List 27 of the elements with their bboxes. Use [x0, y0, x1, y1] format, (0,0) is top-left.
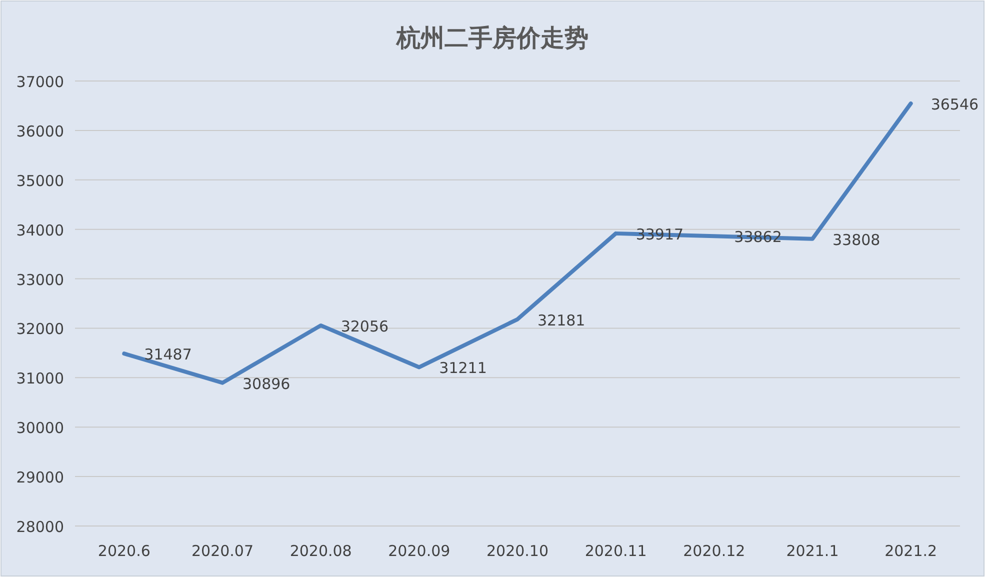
y-tick-label: 29000 [16, 468, 64, 487]
x-tick-label: 2020.12 [683, 542, 746, 560]
x-tick-label: 2020.08 [290, 542, 352, 560]
y-tick-label: 28000 [16, 518, 64, 536]
y-tick-label: 30000 [16, 419, 64, 438]
x-tick-label: 2020.09 [388, 542, 450, 560]
data-label: 31211 [439, 359, 487, 378]
data-label: 32056 [340, 317, 389, 336]
y-tick-label: 33000 [16, 270, 64, 289]
chart-title: 杭州二手房价走势 [396, 24, 588, 52]
data-label: 31487 [144, 346, 192, 364]
y-tick-label: 31000 [16, 370, 64, 388]
y-tick-label: 32000 [16, 320, 64, 338]
data-label: 30896 [242, 374, 290, 393]
y-tick-label: 34000 [16, 221, 64, 240]
data-label: 33808 [832, 230, 880, 249]
y-tick-label: 37000 [16, 73, 64, 91]
x-tick-label: 2020.07 [191, 542, 254, 560]
x-tick-label: 2021.2 [884, 542, 938, 560]
x-tick-label: 2020.6 [98, 542, 150, 560]
data-label: 32181 [538, 311, 586, 330]
x-tick-label: 2021.1 [786, 542, 839, 560]
y-tick-label: 36000 [16, 122, 64, 140]
y-tick-label: 35000 [16, 172, 64, 190]
x-tick-label: 2020.11 [584, 542, 647, 560]
x-tick-label: 2020.10 [486, 542, 549, 560]
data-label: 36546 [930, 95, 979, 114]
